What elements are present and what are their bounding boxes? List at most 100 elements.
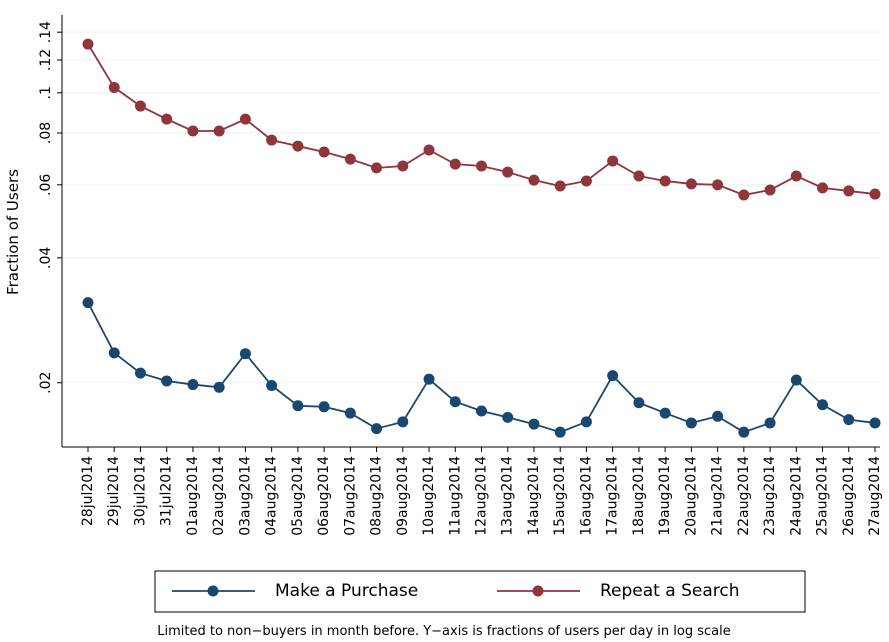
marker [371, 162, 383, 174]
marker [633, 170, 645, 182]
legend-label: Repeat a Search [600, 581, 739, 601]
marker [659, 175, 671, 187]
marker [423, 373, 435, 385]
marker [790, 374, 802, 386]
marker [685, 417, 697, 429]
marker [476, 405, 487, 417]
y-tick-label: .02 [38, 372, 54, 394]
marker [161, 375, 173, 387]
marker [712, 179, 724, 191]
y-tick-label: .08 [38, 122, 54, 144]
marker [685, 178, 697, 190]
x-tick-label: 06aug2014 [316, 456, 332, 536]
marker [554, 426, 566, 438]
marker [213, 125, 225, 137]
marker [108, 347, 120, 359]
marker [843, 414, 855, 426]
marker [397, 160, 409, 172]
marker [580, 175, 592, 187]
marker [318, 146, 330, 158]
y-tick-label: .14 [38, 21, 54, 43]
x-tick-label: 09aug2014 [395, 456, 411, 536]
marker [266, 134, 278, 146]
marker [161, 113, 173, 125]
marker [528, 174, 540, 186]
x-tick-label: 13aug2014 [500, 456, 516, 536]
marker [790, 170, 802, 182]
x-tick-label: 08aug2014 [369, 456, 385, 536]
marker [476, 160, 487, 172]
x-tick-label: 31jul2014 [159, 456, 175, 526]
marker [502, 166, 514, 178]
y-axis-title: Fraction of Users [4, 169, 22, 295]
marker [239, 348, 251, 360]
y-tick-label: .1 [38, 86, 54, 99]
marker [134, 367, 146, 379]
x-tick-label: 26aug2014 [841, 456, 857, 536]
marker [397, 416, 409, 428]
x-tick-label: 17aug2014 [605, 456, 621, 536]
marker [344, 407, 356, 419]
x-tick-label: 07aug2014 [342, 456, 358, 536]
x-tick-label: 11aug2014 [447, 456, 463, 536]
legend-box [154, 570, 806, 613]
marker [134, 100, 146, 112]
x-tick-label: 25aug2014 [815, 456, 831, 536]
marker [82, 38, 94, 50]
x-tick-label: 01aug2014 [185, 456, 201, 536]
x-tick-label: 28jul2014 [80, 456, 96, 526]
marker [607, 155, 619, 167]
marker [764, 417, 776, 429]
series-line [87, 43, 876, 196]
marker [659, 407, 671, 419]
marker [633, 397, 645, 409]
marker [187, 379, 199, 391]
x-tick-label: 20aug2014 [683, 456, 699, 536]
x-tick-label: 03aug2014 [237, 456, 253, 536]
marker [449, 158, 461, 170]
marker [449, 396, 461, 408]
x-tick-label: 04aug2014 [264, 456, 280, 536]
marker [580, 416, 592, 428]
x-tick-label: 14aug2014 [526, 456, 542, 536]
marker [292, 140, 304, 152]
marker [266, 379, 278, 391]
marker [292, 400, 304, 412]
legend-label: Make a Purchase [275, 581, 418, 601]
marker [423, 144, 435, 156]
marker [817, 182, 829, 194]
x-tick-label: 22aug2014 [736, 456, 752, 536]
x-tick-label: 02aug2014 [211, 456, 227, 536]
note: Limited to non−buyers in month before. Y… [157, 624, 730, 639]
x-tick-label: 18aug2014 [631, 456, 647, 536]
x-tick-label: 30jul2014 [132, 456, 148, 526]
marker [344, 153, 356, 165]
x-tick-label: 10aug2014 [421, 456, 437, 536]
marker [502, 411, 514, 423]
marker [817, 399, 829, 411]
y-tick-label: .12 [38, 49, 54, 71]
y-tick-label: .04 [38, 247, 54, 269]
marker [869, 417, 881, 429]
x-tick-label: 27aug2014 [867, 456, 883, 536]
x-tick-label: 29jul2014 [106, 456, 122, 526]
x-tick-label: 23aug2014 [762, 456, 778, 536]
marker [318, 401, 330, 413]
x-tick-label: 19aug2014 [657, 456, 673, 536]
x-tick-label: 16aug2014 [578, 456, 594, 536]
x-tick-label: 05aug2014 [290, 456, 306, 536]
marker [712, 410, 724, 422]
marker [843, 185, 855, 197]
marker [554, 180, 566, 192]
marker [239, 113, 251, 125]
marker [738, 189, 750, 201]
x-tick-label: 21aug2014 [710, 456, 726, 536]
legend-marker [207, 585, 219, 597]
x-tick-label: 12aug2014 [474, 456, 490, 536]
marker [869, 188, 881, 200]
legend-marker [532, 585, 544, 597]
marker [187, 125, 199, 137]
marker [213, 381, 225, 393]
y-tick-label: .06 [38, 174, 54, 196]
